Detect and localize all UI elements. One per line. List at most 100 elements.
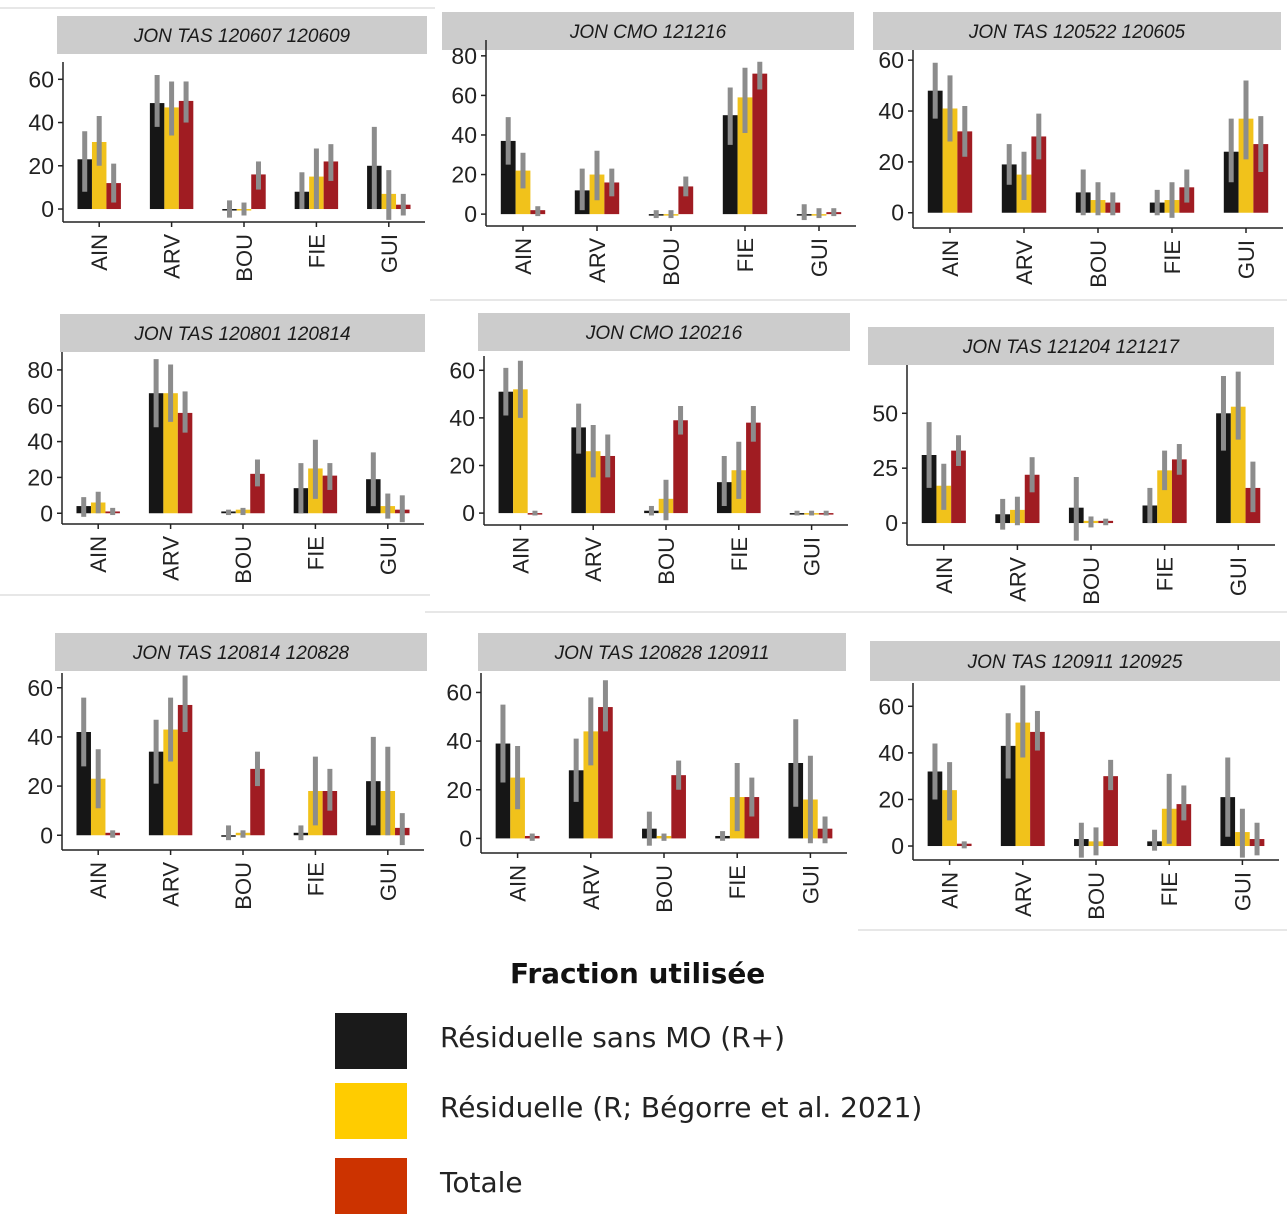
bar-residual-sans-mo	[1000, 745, 1016, 847]
bar-totale	[1031, 136, 1047, 213]
y-tick-label: 60	[446, 679, 472, 705]
x-tick-label: FIE	[1157, 872, 1182, 906]
bar-totale	[744, 797, 760, 839]
bar-totale	[957, 131, 973, 213]
x-tick-label: BOU	[1084, 872, 1109, 920]
bar-residual-sans-mo	[148, 393, 164, 514]
y-tick-label: 20	[878, 149, 904, 175]
y-tick-label: 20	[28, 153, 54, 179]
bar-residual-sans-mo	[500, 140, 516, 215]
panel-title: JON TAS 120801 120814	[133, 324, 350, 345]
panel-title: JON CMO 121216	[569, 22, 727, 43]
legend-label: Résiduelle (R; Bégorre et al. 2021)	[440, 1091, 923, 1124]
y-tick-label: 0	[885, 510, 898, 536]
y-tick-label: 40	[878, 740, 904, 766]
x-tick-label: GUI	[376, 862, 401, 901]
panel-title: JON TAS 120607 120609	[133, 26, 351, 47]
y-tick-label: 40	[27, 724, 53, 750]
bar-residual-sans-mo	[495, 743, 511, 839]
y-tick-label: 60	[878, 693, 904, 719]
bar-residual-sans-mo	[568, 770, 584, 839]
x-tick-label: FIE	[727, 537, 752, 571]
bar-totale	[177, 704, 193, 836]
legend-label: Résiduelle sans MO (R+)	[440, 1021, 786, 1054]
y-tick-label: 0	[464, 201, 477, 227]
bar-residual-sans-mo	[149, 103, 165, 210]
bar-residual-sans-mo	[1001, 164, 1017, 213]
y-tick-label: 60	[878, 47, 904, 73]
x-tick-label: AIN	[87, 234, 112, 271]
bar-totale	[752, 73, 768, 215]
panel-title: JON TAS 121204 121217	[962, 337, 1181, 358]
bar-totale	[1024, 474, 1040, 524]
y-tick-label: 60	[28, 66, 54, 92]
panel-header	[55, 633, 427, 671]
bar-residual-sans-mo	[927, 90, 943, 213]
bar-residual	[942, 108, 958, 213]
bar-totale	[250, 768, 265, 836]
x-tick-label: BOU	[652, 865, 677, 913]
y-tick-label: 20	[27, 464, 53, 490]
bar-residual	[163, 729, 178, 836]
bar-totale	[322, 791, 338, 836]
panel-header	[478, 313, 850, 351]
x-tick-label: FIE	[1153, 557, 1178, 591]
bar-totale	[746, 422, 761, 514]
x-tick-label: ARV	[1011, 872, 1036, 917]
y-tick-label: 0	[41, 196, 54, 222]
x-tick-label: FIE	[304, 234, 329, 268]
y-tick-label: 20	[451, 162, 477, 188]
bar-residual	[164, 107, 179, 210]
x-tick-label: FIE	[725, 865, 750, 899]
x-tick-label: GUI	[377, 234, 402, 273]
bar-totale	[1030, 731, 1045, 847]
x-tick-label: GUI	[807, 238, 832, 277]
bar-totale	[1253, 144, 1269, 213]
y-tick-label: 40	[878, 98, 904, 124]
bar-totale	[1103, 776, 1118, 847]
bar-residual-sans-mo	[1216, 413, 1231, 524]
legend-title: Fraction utilisée	[510, 957, 766, 990]
y-tick-label: 0	[40, 822, 53, 848]
x-tick-label: AIN	[506, 865, 531, 902]
x-tick-label: AIN	[511, 238, 536, 275]
bar-residual-sans-mo	[76, 732, 91, 836]
bar-residual	[583, 731, 599, 839]
bar-totale	[598, 707, 613, 839]
bar-residual	[1230, 406, 1246, 524]
y-tick-label: 0	[40, 500, 53, 526]
bar-totale	[1176, 804, 1192, 847]
y-tick-label: 25	[872, 455, 898, 481]
x-tick-label: ARV	[579, 865, 604, 910]
chart-grid: JON TAS 120607 120609 0 20 40 60 AIN ARV BOU FIE…	[0, 7, 1287, 931]
bar-totale	[951, 450, 966, 524]
bar-residual	[91, 142, 107, 210]
bar-residual	[513, 389, 528, 514]
bar-residual	[737, 97, 753, 215]
y-tick-label: 20	[449, 452, 475, 478]
y-tick-label: 0	[891, 833, 904, 859]
bar-totale	[323, 161, 339, 210]
bar-residual-sans-mo	[921, 455, 937, 524]
y-tick-label: 0	[891, 200, 904, 226]
panel-header	[873, 12, 1281, 50]
y-tick-label: 20	[27, 773, 53, 799]
y-tick-label: 0	[459, 825, 472, 851]
legend-swatch-red	[335, 1158, 407, 1214]
panel-title: JON TAS 120911 120925	[967, 652, 1183, 673]
x-tick-label: BOU	[232, 234, 257, 282]
y-tick-label: 80	[451, 43, 477, 69]
x-tick-label: AIN	[86, 536, 111, 573]
x-tick-label: AIN	[938, 872, 963, 909]
panel-title: JON TAS 120828 120911	[554, 643, 770, 664]
y-tick-label: 40	[28, 110, 54, 136]
x-tick-label: BOU	[659, 238, 684, 286]
x-tick-label: ARV	[585, 238, 610, 283]
x-tick-label: GUI	[376, 536, 401, 575]
y-tick-label: 40	[449, 405, 475, 431]
bar-totale	[673, 420, 688, 514]
x-tick-label: ARV	[1005, 557, 1030, 602]
y-tick-label: 40	[27, 429, 53, 455]
panel-header	[57, 16, 427, 54]
x-tick-label: AIN	[508, 537, 533, 574]
